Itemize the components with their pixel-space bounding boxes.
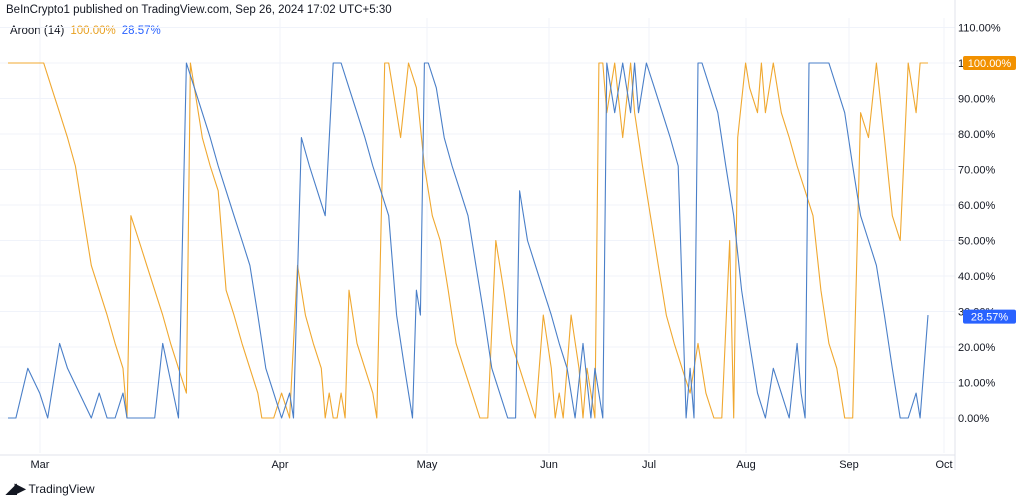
y-tick-label: 10.00% (958, 378, 996, 390)
x-tick-label: May (417, 459, 438, 471)
publish-info: BeInCrypto1 published on TradingView.com… (6, 4, 392, 16)
y-tick-label: 70.00% (958, 165, 996, 177)
y-tick-label: 60.00% (958, 200, 996, 212)
x-tick-label: Oct (935, 459, 952, 471)
y-tick-label: 50.00% (958, 236, 996, 248)
x-tick-label: Sep (839, 459, 859, 471)
aroon-down-line[interactable] (8, 62, 929, 419)
tradingview-footer[interactable]: ◢▶ TradingView (6, 480, 95, 497)
y-tick-label: 40.00% (958, 271, 996, 283)
y-tick-label: 20.00% (958, 342, 996, 354)
y-tick-label: 0.00% (958, 413, 989, 425)
x-tick-label: Apr (271, 459, 288, 471)
x-tick-label: Mar (31, 459, 50, 471)
aroon-up-line[interactable] (8, 62, 928, 419)
x-tick-label: Jul (642, 459, 656, 471)
y-tick-label: 110.00% (958, 23, 1001, 35)
x-tick-label: Aug (736, 459, 756, 471)
y-tick-label: 90.00% (958, 94, 996, 106)
tradingview-logo-icon: ◢▶ (6, 480, 25, 496)
tradingview-brand: TradingView (28, 481, 95, 496)
aroon-down-last-label: 28.57% (971, 312, 1009, 324)
aroon-up-last-label: 100.00% (968, 58, 1012, 70)
aroon-up-last-badge (963, 56, 1016, 70)
aroon-down-last-badge (963, 309, 1016, 324)
x-tick-label: Jun (540, 459, 558, 471)
y-tick-label: 80.00% (958, 129, 996, 141)
